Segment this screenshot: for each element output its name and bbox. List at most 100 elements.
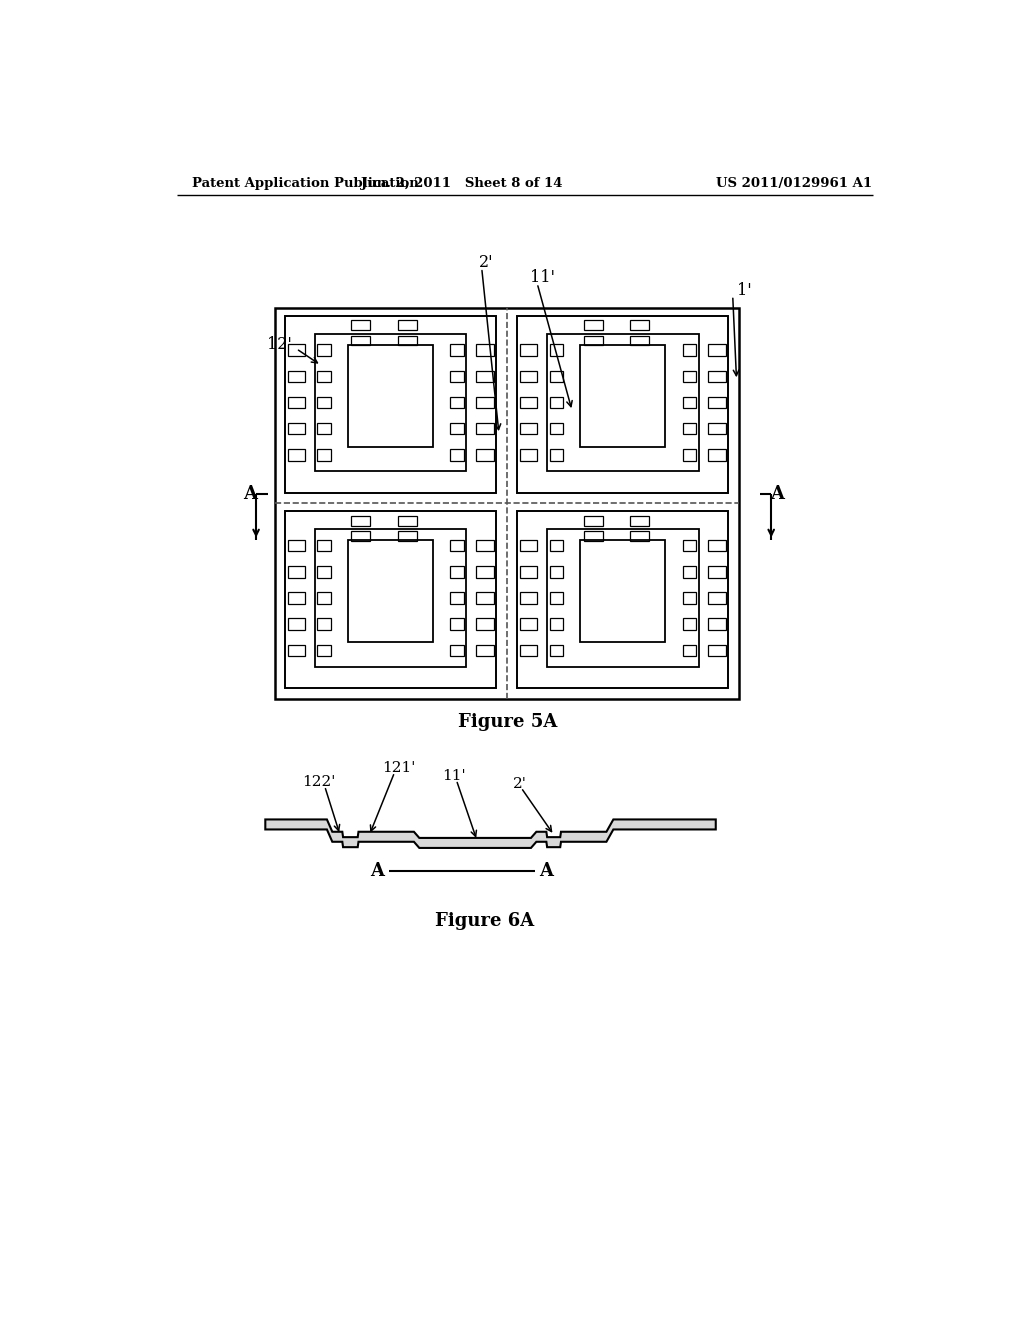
Bar: [451, 449, 464, 461]
Bar: [476, 345, 494, 356]
Text: 12': 12': [267, 337, 292, 354]
Text: 11': 11': [442, 770, 466, 783]
Bar: [398, 321, 417, 330]
Bar: [683, 345, 696, 356]
Text: A: A: [540, 862, 553, 879]
Bar: [451, 345, 464, 356]
Text: Figure 6A: Figure 6A: [435, 912, 535, 929]
Bar: [317, 371, 331, 381]
Bar: [683, 593, 696, 603]
Bar: [709, 397, 726, 408]
Bar: [317, 422, 331, 434]
Bar: [476, 449, 494, 461]
Bar: [451, 566, 464, 578]
Bar: [317, 540, 331, 552]
Bar: [451, 540, 464, 552]
Text: A: A: [243, 486, 257, 503]
Bar: [550, 397, 563, 408]
Bar: [288, 644, 305, 656]
Bar: [550, 449, 563, 461]
Bar: [351, 532, 371, 541]
Bar: [476, 422, 494, 434]
Text: 2': 2': [479, 253, 494, 271]
Bar: [288, 422, 305, 434]
Bar: [348, 345, 433, 446]
Text: 1': 1': [737, 282, 752, 300]
Bar: [520, 422, 538, 434]
Bar: [398, 532, 417, 541]
Bar: [476, 397, 494, 408]
Bar: [520, 540, 538, 552]
Bar: [631, 532, 649, 541]
Bar: [550, 619, 563, 630]
Bar: [683, 540, 696, 552]
Bar: [476, 566, 494, 578]
Bar: [550, 566, 563, 578]
Bar: [288, 345, 305, 356]
Bar: [631, 335, 649, 346]
Bar: [317, 619, 331, 630]
Bar: [317, 644, 331, 656]
Bar: [288, 540, 305, 552]
Bar: [584, 321, 602, 330]
Bar: [451, 371, 464, 381]
Bar: [709, 593, 726, 603]
Bar: [683, 371, 696, 381]
Bar: [317, 345, 331, 356]
Bar: [520, 371, 538, 381]
Bar: [314, 529, 467, 667]
Bar: [317, 566, 331, 578]
Bar: [314, 334, 467, 471]
Bar: [550, 345, 563, 356]
Bar: [288, 397, 305, 408]
Bar: [451, 397, 464, 408]
Bar: [683, 449, 696, 461]
Text: US 2011/0129961 A1: US 2011/0129961 A1: [716, 177, 871, 190]
Bar: [520, 619, 538, 630]
Bar: [476, 593, 494, 603]
Bar: [683, 566, 696, 578]
Bar: [709, 540, 726, 552]
Bar: [476, 619, 494, 630]
Bar: [631, 516, 649, 525]
Bar: [288, 593, 305, 603]
Bar: [274, 308, 739, 700]
Bar: [288, 566, 305, 578]
Bar: [631, 321, 649, 330]
Bar: [476, 371, 494, 381]
Bar: [317, 397, 331, 408]
Bar: [520, 566, 538, 578]
Bar: [547, 334, 698, 471]
Bar: [398, 335, 417, 346]
Text: 11': 11': [530, 269, 555, 286]
Bar: [581, 345, 666, 446]
Bar: [520, 593, 538, 603]
Bar: [584, 335, 602, 346]
Bar: [398, 516, 417, 525]
Bar: [520, 644, 538, 656]
Bar: [709, 345, 726, 356]
Bar: [517, 315, 728, 492]
Bar: [520, 449, 538, 461]
Bar: [683, 619, 696, 630]
Bar: [451, 619, 464, 630]
Bar: [709, 449, 726, 461]
Bar: [286, 315, 496, 492]
Bar: [351, 516, 371, 525]
Bar: [581, 540, 666, 642]
Text: A: A: [370, 862, 384, 879]
Bar: [520, 345, 538, 356]
Bar: [584, 516, 602, 525]
Bar: [317, 449, 331, 461]
Bar: [584, 532, 602, 541]
Bar: [709, 566, 726, 578]
Text: A: A: [770, 486, 784, 503]
Text: Jun. 2, 2011   Sheet 8 of 14: Jun. 2, 2011 Sheet 8 of 14: [360, 177, 562, 190]
Bar: [351, 335, 371, 346]
Bar: [520, 397, 538, 408]
Bar: [451, 422, 464, 434]
Bar: [550, 422, 563, 434]
Bar: [683, 644, 696, 656]
Bar: [550, 593, 563, 603]
Text: Figure 5A: Figure 5A: [458, 713, 557, 731]
